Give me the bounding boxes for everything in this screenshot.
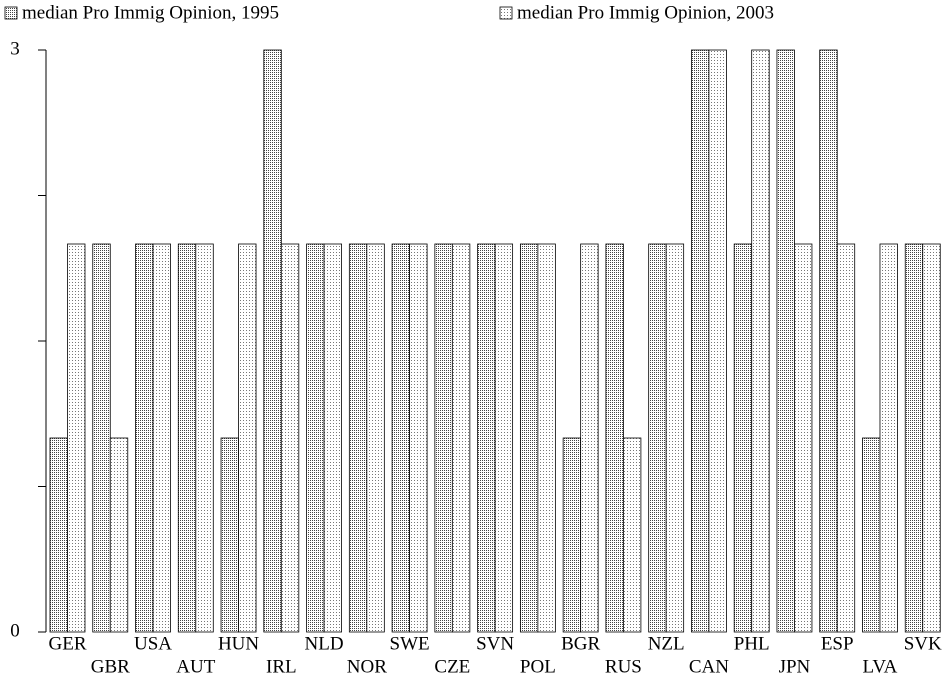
x-tick-label: USA — [134, 633, 172, 654]
bar — [691, 49, 710, 633]
bar — [904, 243, 924, 633]
legend-swatch — [499, 6, 513, 20]
bar — [605, 243, 624, 633]
x-tick-label: LVA — [863, 656, 898, 677]
x-tick-label: HUN — [218, 633, 259, 654]
bar — [323, 243, 342, 633]
bar — [366, 243, 385, 633]
bar — [67, 243, 86, 633]
bar — [922, 243, 941, 633]
x-tick-label: POL — [520, 656, 556, 677]
y-tick-label: 0 — [10, 620, 20, 641]
x-tick-label: RUS — [605, 656, 642, 677]
x-tick-label: PHL — [734, 633, 770, 654]
bar — [391, 243, 410, 633]
x-tick-label: AUT — [176, 656, 215, 677]
x-tick-label: JPN — [779, 656, 811, 677]
y-tick-label: 3 — [10, 38, 20, 59]
x-tick-label: NOR — [347, 656, 387, 677]
bar — [306, 243, 325, 633]
bar — [537, 243, 556, 633]
x-tick-label: SVN — [476, 633, 514, 654]
x-tick-label: SVK — [904, 633, 942, 654]
bar — [794, 243, 813, 633]
bar — [92, 243, 111, 633]
bar — [751, 49, 770, 633]
x-tick-label: GER — [49, 633, 87, 654]
bar — [434, 243, 453, 633]
bar — [348, 243, 368, 633]
bar — [519, 243, 539, 633]
x-tick-label: BGR — [561, 633, 600, 654]
bar — [49, 437, 68, 633]
bar — [280, 243, 300, 633]
bar — [238, 243, 257, 633]
x-tick-label: IRL — [266, 656, 297, 677]
bar — [733, 243, 753, 633]
x-tick-label: CZE — [434, 656, 470, 677]
legend-swatch — [4, 6, 18, 20]
bar — [836, 243, 856, 633]
bar — [109, 437, 129, 633]
x-tick-label: GBR — [91, 656, 130, 677]
bar — [580, 243, 599, 633]
bar — [477, 243, 496, 633]
x-tick-label: SWE — [390, 633, 430, 654]
bar — [263, 49, 282, 633]
x-tick-label: CAN — [689, 656, 729, 677]
bar — [862, 437, 881, 633]
legend-label: median Pro Immig Opinion, 1995 — [22, 2, 279, 23]
bar — [879, 243, 898, 633]
bar — [135, 243, 154, 633]
bar — [409, 243, 428, 633]
bar — [623, 437, 642, 633]
bar — [177, 243, 197, 633]
bar — [776, 49, 795, 633]
bar — [152, 243, 171, 633]
x-tick-label: NLD — [305, 633, 344, 654]
bar — [220, 437, 239, 633]
bar — [195, 243, 214, 633]
bar — [648, 243, 667, 633]
legend-label: median Pro Immig Opinion, 2003 — [517, 2, 774, 23]
bar — [562, 437, 582, 633]
bar — [708, 49, 727, 633]
bar — [665, 243, 685, 633]
x-tick-label: NZL — [648, 633, 685, 654]
bar — [451, 243, 471, 633]
bar — [819, 49, 838, 633]
bar — [494, 243, 514, 633]
x-tick-label: ESP — [821, 633, 854, 654]
